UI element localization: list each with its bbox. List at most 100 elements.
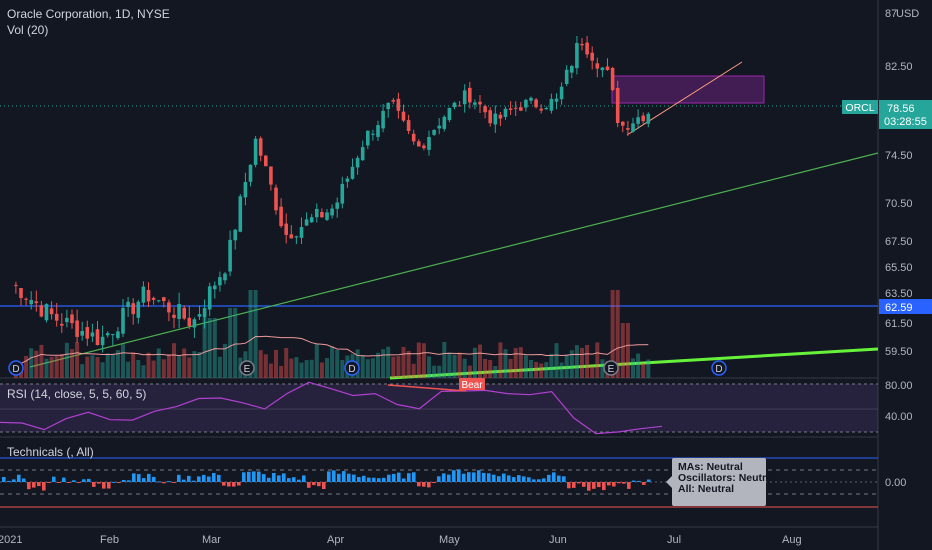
candle-body — [330, 208, 334, 216]
candle-body — [631, 123, 635, 132]
candle-body — [228, 239, 232, 272]
technicals-bar — [2, 477, 6, 482]
technicals-bar — [297, 479, 301, 482]
volume-bar — [646, 359, 651, 378]
price-tick: 59.50 — [885, 346, 913, 358]
last-price-badge[interactable] — [879, 100, 932, 129]
candle-body — [304, 219, 309, 226]
candle-body — [452, 102, 457, 108]
candle-body — [289, 234, 294, 239]
candle-body — [559, 86, 564, 100]
price-tick: 63.50 — [885, 288, 913, 300]
volume-bar — [472, 347, 477, 378]
technicals-bar — [317, 482, 321, 487]
technicals-bar — [117, 482, 121, 483]
candle-body — [116, 331, 120, 338]
technicals-bar — [137, 474, 141, 482]
green-trendline[interactable] — [29, 152, 879, 368]
technicals-bar — [132, 473, 136, 482]
candle-body — [539, 108, 543, 111]
technicals-bar — [552, 472, 556, 482]
volume-bar — [467, 365, 472, 378]
technicals-bar — [457, 469, 461, 482]
candle-body — [340, 183, 345, 204]
technicals-bar — [202, 474, 206, 482]
volume-bar — [411, 363, 416, 378]
price-ticks: 82.50 74.50 70.50 67.50 65.50 63.50 61.50 59.50 — [885, 61, 913, 358]
candle-body — [483, 106, 487, 113]
volume-bar — [325, 358, 329, 378]
technicals-bar — [507, 475, 511, 482]
time-tick: May — [439, 534, 460, 546]
technicals-bar — [632, 480, 636, 482]
bright-trendline[interactable] — [389, 347, 879, 380]
earnings-marker-d-1[interactable]: D — [8, 360, 24, 376]
technicals-bar — [577, 482, 581, 484]
candle-body — [498, 114, 503, 119]
technicals-bar — [407, 473, 411, 482]
candle-body — [417, 141, 421, 147]
time-axis[interactable]: 2021 Feb Mar Apr May Jun Jul Aug — [0, 534, 802, 546]
time-tick: Apr — [327, 534, 344, 546]
earnings-marker-d-2[interactable]: D — [344, 360, 360, 376]
earnings-marker-e-1[interactable]: E — [239, 360, 255, 376]
candle-body — [315, 208, 319, 218]
technicals-bar — [212, 473, 216, 482]
candle-body — [258, 138, 263, 156]
svg-text:E: E — [244, 364, 251, 375]
candle-body — [243, 182, 248, 198]
volume-bar — [401, 346, 406, 378]
volume-bar — [197, 352, 202, 378]
volume-bar — [381, 349, 386, 378]
volume-bar — [539, 363, 544, 378]
tooltip-oscillators: Oscillators: Neutral — [678, 472, 775, 484]
candle-body — [503, 108, 508, 117]
technicals-bar — [7, 480, 11, 482]
earnings-marker-d-3[interactable]: D — [711, 360, 727, 376]
volume-bar — [631, 358, 635, 378]
volume-bar — [80, 364, 85, 378]
candle-body — [615, 88, 620, 123]
price-tick: 61.50 — [885, 318, 913, 330]
tooltip-all: All: Neutral — [678, 483, 735, 495]
candle-body — [309, 217, 314, 223]
candle-body — [549, 98, 554, 111]
candle-body — [131, 303, 135, 315]
candle-body — [350, 166, 355, 179]
volume-bar — [360, 355, 365, 378]
price-tick: 74.50 — [885, 150, 913, 162]
candle-body — [136, 301, 141, 318]
candle-body — [381, 110, 385, 129]
candle-body — [376, 125, 380, 137]
symbol-badge[interactable] — [842, 100, 878, 114]
candle-body — [192, 319, 197, 328]
volume-bar — [294, 357, 299, 378]
candle-body — [274, 187, 278, 211]
technicals-bar — [197, 476, 201, 482]
volume-bar — [478, 344, 482, 378]
volume-bar — [54, 355, 59, 378]
earnings-marker-e-2[interactable]: E — [603, 360, 619, 376]
volume-bar — [268, 363, 273, 378]
technicals-bar — [347, 473, 351, 482]
volume-bar — [554, 343, 559, 378]
technicals-bar — [62, 477, 66, 482]
candle-body — [172, 314, 176, 318]
volume-bar — [217, 356, 222, 378]
hline-price-badge[interactable] — [879, 299, 932, 314]
technicals-bar — [27, 482, 31, 490]
volume-bar — [615, 290, 620, 378]
orange-trendline[interactable] — [626, 61, 743, 136]
technicals-bar — [302, 475, 306, 482]
technicals-bar — [307, 482, 311, 488]
volume-bar — [406, 350, 411, 378]
svg-text:D: D — [12, 364, 19, 375]
technicals-bar — [37, 482, 41, 487]
volume-ma-line — [15, 335, 649, 364]
technicals-bar — [67, 482, 71, 483]
volume-bar — [569, 350, 574, 378]
volume-bar — [493, 366, 498, 378]
purple-zone[interactable] — [611, 75, 765, 104]
candle-body — [253, 138, 258, 165]
